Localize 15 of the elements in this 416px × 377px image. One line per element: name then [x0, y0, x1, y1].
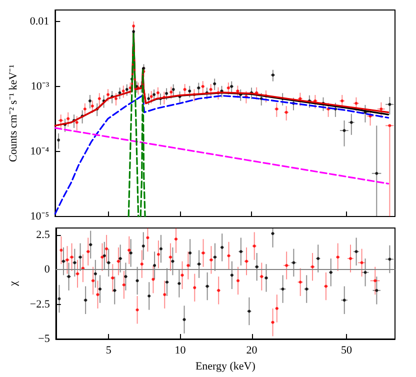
x-axis-title: Energy (keV) — [195, 360, 256, 372]
y-tick-label: 0 — [44, 264, 50, 276]
y-axis-title: Counts cm⁻² s⁻¹ keV⁻¹ — [8, 64, 20, 162]
y-tick-label: −2.5 — [30, 298, 50, 310]
x-tick-label: 50 — [340, 344, 352, 356]
x-tick-label: 5 — [106, 344, 112, 356]
y-tick-label: 0.01 — [30, 15, 50, 28]
x-tick-label: 20 — [246, 344, 258, 356]
y-axis-title: χ — [8, 280, 20, 287]
y-tick-label: 10⁻⁵ — [30, 210, 50, 222]
x-tick-label: 10 — [174, 344, 186, 356]
y-tick-label: 10⁻⁴ — [30, 145, 50, 158]
y-tick-label: 2.5 — [36, 228, 50, 241]
y-tick-label: 10⁻³ — [30, 80, 50, 92]
y-tick-label: −5 — [38, 333, 50, 345]
